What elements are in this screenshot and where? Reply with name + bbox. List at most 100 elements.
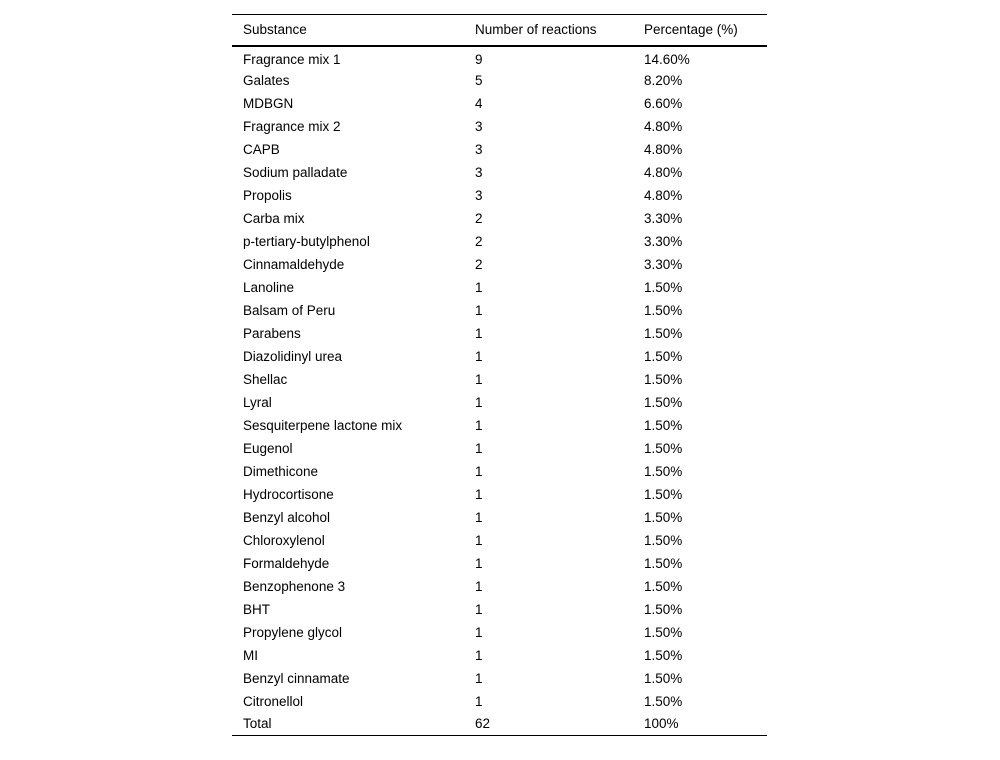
table-header-row: Substance Number of reactions Percentage… bbox=[232, 14, 767, 47]
cell-substance: Cinnamaldehyde bbox=[243, 256, 345, 272]
cell-number-of-reactions: 1 bbox=[475, 463, 483, 479]
cell-percentage: 1.50% bbox=[644, 348, 683, 364]
cell-substance: Sesquiterpene lactone mix bbox=[243, 417, 403, 433]
cell-number-of-reactions: 62 bbox=[475, 716, 491, 732]
cell-substance: Citronellol bbox=[243, 693, 304, 709]
table-row: Citronellol 1 1.50% bbox=[232, 690, 767, 713]
cell-percentage: 4.80% bbox=[644, 118, 683, 134]
cell-substance: Chloroxylenol bbox=[243, 532, 325, 548]
table-row: Benzophenone 3 1 1.50% bbox=[232, 575, 767, 598]
cell-number-of-reactions: 1 bbox=[475, 394, 483, 410]
cell-percentage: 3.30% bbox=[644, 210, 683, 226]
cell-percentage: 1.50% bbox=[644, 578, 683, 594]
cell-percentage: 1.50% bbox=[644, 302, 683, 318]
table-row: Galates 5 8.20% bbox=[232, 69, 767, 92]
cell-substance: MI bbox=[243, 647, 258, 663]
table-row: Sodium palladate 3 4.80% bbox=[232, 161, 767, 184]
cell-number-of-reactions: 1 bbox=[475, 578, 483, 594]
cell-substance: Benzyl alcohol bbox=[243, 509, 331, 525]
cell-substance: Propylene glycol bbox=[243, 624, 343, 640]
cell-percentage: 1.50% bbox=[644, 371, 683, 387]
cell-percentage: 1.50% bbox=[644, 279, 683, 295]
table-row: Propylene glycol 1 1.50% bbox=[232, 621, 767, 644]
table-row: Benzyl alcohol 1 1.50% bbox=[232, 506, 767, 529]
table-row: Propolis 3 4.80% bbox=[232, 184, 767, 207]
cell-percentage: 4.80% bbox=[644, 164, 683, 180]
cell-substance: CAPB bbox=[243, 141, 280, 157]
table-row: Sesquiterpene lactone mix 1 1.50% bbox=[232, 414, 767, 437]
table-row: Carba mix 2 3.30% bbox=[232, 207, 767, 230]
table-row: Chloroxylenol 1 1.50% bbox=[232, 529, 767, 552]
cell-substance: Benzophenone 3 bbox=[243, 578, 346, 594]
cell-number-of-reactions: 1 bbox=[475, 371, 483, 387]
cell-number-of-reactions: 9 bbox=[475, 51, 483, 67]
substance-table-container: Substance Number of reactions Percentage… bbox=[232, 14, 767, 736]
table-row: p-tertiary-butylphenol 2 3.30% bbox=[232, 230, 767, 253]
cell-percentage: 1.50% bbox=[644, 532, 683, 548]
cell-substance: Fragrance mix 2 bbox=[243, 118, 341, 134]
cell-number-of-reactions: 1 bbox=[475, 302, 483, 318]
cell-substance: Dimethicone bbox=[243, 463, 319, 479]
cell-substance: Lyral bbox=[243, 394, 272, 410]
cell-substance: Formaldehyde bbox=[243, 555, 330, 571]
cell-percentage: 3.30% bbox=[644, 256, 683, 272]
cell-substance: Propolis bbox=[243, 187, 292, 203]
cell-percentage: 1.50% bbox=[644, 463, 683, 479]
table-row: Fragrance mix 2 3 4.80% bbox=[232, 115, 767, 138]
table-row: Fragrance mix 1 9 14.60% bbox=[232, 46, 767, 69]
table-row: Balsam of Peru 1 1.50% bbox=[232, 299, 767, 322]
cell-number-of-reactions: 2 bbox=[475, 210, 483, 226]
table-row: MDBGN 4 6.60% bbox=[232, 92, 767, 115]
column-header-percentage: Percentage (%) bbox=[633, 14, 767, 47]
cell-percentage: 4.80% bbox=[644, 187, 683, 203]
cell-number-of-reactions: 2 bbox=[475, 256, 483, 272]
cell-percentage: 1.50% bbox=[644, 509, 683, 525]
cell-substance: Total bbox=[243, 716, 272, 732]
table-row: Dimethicone 1 1.50% bbox=[232, 460, 767, 483]
cell-substance: BHT bbox=[243, 601, 270, 617]
cell-number-of-reactions: 3 bbox=[475, 187, 483, 203]
cell-substance: Parabens bbox=[243, 325, 301, 341]
cell-substance: Shellac bbox=[243, 371, 288, 387]
cell-substance: Fragrance mix 1 bbox=[243, 51, 341, 67]
cell-percentage: 1.50% bbox=[644, 394, 683, 410]
cell-substance: Benzyl cinnamate bbox=[243, 670, 350, 686]
cell-substance: p-tertiary-butylphenol bbox=[243, 233, 370, 249]
cell-percentage: 100% bbox=[644, 716, 679, 732]
cell-number-of-reactions: 1 bbox=[475, 670, 483, 686]
cell-substance: Carba mix bbox=[243, 210, 305, 226]
cell-number-of-reactions: 1 bbox=[475, 279, 483, 295]
cell-percentage: 1.50% bbox=[644, 486, 683, 502]
cell-percentage: 8.20% bbox=[644, 72, 683, 88]
column-header-substance: Substance bbox=[232, 14, 464, 47]
cell-substance: Sodium palladate bbox=[243, 164, 348, 180]
cell-substance: Diazolidinyl urea bbox=[243, 348, 343, 364]
cell-number-of-reactions: 3 bbox=[475, 164, 483, 180]
cell-number-of-reactions: 1 bbox=[475, 486, 483, 502]
cell-number-of-reactions: 1 bbox=[475, 693, 483, 709]
table-row: Shellac 1 1.50% bbox=[232, 368, 767, 391]
cell-percentage: 1.50% bbox=[644, 601, 683, 617]
table-row: Cinnamaldehyde 2 3.30% bbox=[232, 253, 767, 276]
table-row: Diazolidinyl urea 1 1.50% bbox=[232, 345, 767, 368]
cell-substance: Galates bbox=[243, 72, 290, 88]
cell-number-of-reactions: 3 bbox=[475, 118, 483, 134]
cell-number-of-reactions: 3 bbox=[475, 141, 483, 157]
table-row: Benzyl cinnamate 1 1.50% bbox=[232, 667, 767, 690]
cell-substance: Hydrocortisone bbox=[243, 486, 334, 502]
table-header: Substance Number of reactions Percentage… bbox=[232, 14, 767, 47]
cell-number-of-reactions: 4 bbox=[475, 95, 483, 111]
table-row: Hydrocortisone 1 1.50% bbox=[232, 483, 767, 506]
cell-substance: Lanoline bbox=[243, 279, 295, 295]
cell-percentage: 14.60% bbox=[644, 51, 690, 67]
cell-number-of-reactions: 1 bbox=[475, 647, 483, 663]
cell-percentage: 1.50% bbox=[644, 670, 683, 686]
cell-percentage: 1.50% bbox=[644, 624, 683, 640]
table-row: BHT 1 1.50% bbox=[232, 598, 767, 621]
cell-number-of-reactions: 5 bbox=[475, 72, 483, 88]
cell-number-of-reactions: 1 bbox=[475, 348, 483, 364]
cell-number-of-reactions: 1 bbox=[475, 417, 483, 433]
cell-number-of-reactions: 1 bbox=[475, 440, 483, 456]
substance-reactions-table: Substance Number of reactions Percentage… bbox=[232, 14, 767, 736]
column-header-number-of-reactions: Number of reactions bbox=[464, 14, 633, 47]
